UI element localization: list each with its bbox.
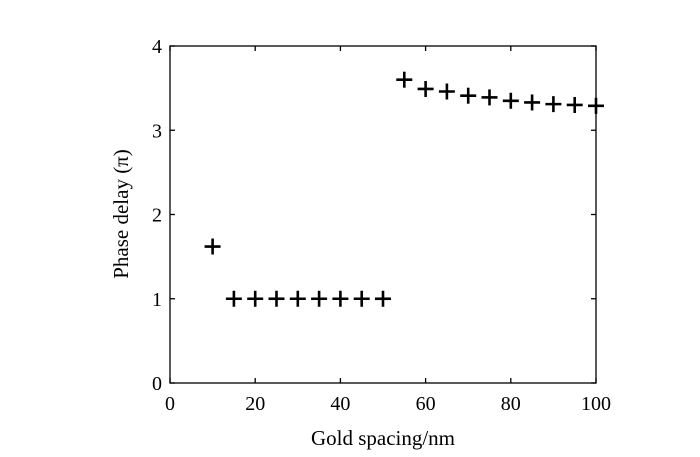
x-tick-label: 20 [245, 393, 265, 415]
y-tick-label: 1 [152, 289, 162, 311]
data-point [566, 96, 583, 113]
data-point [247, 290, 264, 307]
data-point [289, 290, 306, 307]
data-point [588, 97, 604, 114]
x-tick-label: 100 [581, 393, 611, 415]
x-tick-label: 0 [165, 393, 175, 415]
data-point [268, 290, 285, 307]
axis-ticks [169, 45, 597, 384]
data-point [438, 83, 455, 100]
y-tick-label: 4 [152, 36, 162, 58]
data-point [375, 290, 391, 307]
data-point [396, 71, 413, 88]
y-tick-label: 0 [152, 373, 162, 395]
x-tick-label: 60 [416, 393, 436, 415]
y-tick-label: 2 [152, 205, 162, 227]
tick-labels: 0 20 40 60 80 100 0 1 2 3 4 [152, 36, 611, 415]
data-point [545, 96, 562, 113]
data-point [332, 290, 349, 307]
data-point [524, 94, 541, 111]
y-axis-label: Phase delay (π) [109, 149, 133, 279]
data-point [502, 92, 519, 109]
x-tick-label: 40 [330, 393, 350, 415]
x-tick-label: 80 [501, 393, 521, 415]
data-point [353, 290, 370, 307]
data-point [311, 290, 328, 307]
data-point [460, 87, 477, 104]
data-markers [204, 71, 604, 307]
data-point [417, 80, 434, 97]
data-point [481, 89, 498, 106]
y-tick-label: 3 [152, 120, 162, 142]
x-axis-label: Gold spacing/nm [311, 426, 455, 450]
data-point [204, 238, 221, 255]
data-point [225, 290, 242, 307]
